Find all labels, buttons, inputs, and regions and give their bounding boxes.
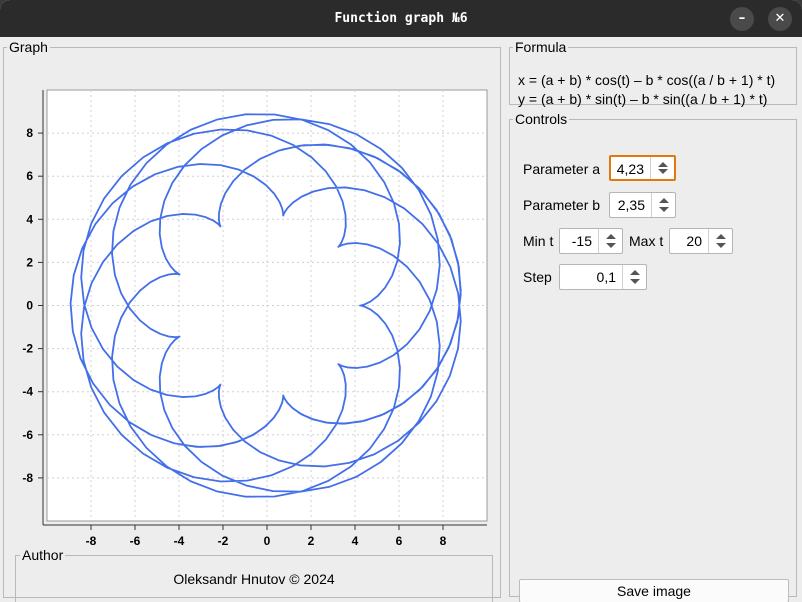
- content-area: Graph -8 -6 -4 -2 0 2 4 6 8 8 6 4 2 0 -2 -4 -6 -8 Author …: [0, 37, 802, 602]
- step-spinner[interactable]: 0,1: [559, 264, 647, 290]
- author-text: Oleksandr Hnutov © 2024: [173, 571, 335, 587]
- y-tick-label: 2: [26, 255, 33, 269]
- title-bar[interactable]: Function graph №6 – ✕: [0, 0, 802, 37]
- close-icon: ✕: [774, 11, 786, 26]
- param-b-spinner[interactable]: 2,35: [609, 192, 676, 218]
- min-t-stepper[interactable]: [598, 229, 622, 253]
- param-a-label: Parameter a: [523, 161, 601, 177]
- x-tick-label: -2: [218, 534, 229, 548]
- x-tick-label: 0: [264, 534, 271, 548]
- max-t-value[interactable]: 20: [686, 233, 702, 249]
- y-tick-label: -4: [22, 385, 33, 399]
- y-tick-label: 8: [26, 126, 33, 140]
- window-title: Function graph №6: [334, 11, 468, 26]
- formula-legend: Formula: [515, 39, 567, 55]
- param-b-value[interactable]: 2,35: [617, 197, 645, 213]
- formula-x: x = (a + b) * cos(t) – b * cos((a / b + …: [518, 72, 776, 88]
- step-value[interactable]: 0,1: [596, 269, 616, 285]
- formula-panel: Formula x = (a + b) * cos(t) – b * cos((…: [509, 39, 797, 107]
- x-tick-label: 8: [440, 534, 447, 548]
- param-b-stepper[interactable]: [651, 193, 675, 217]
- max-t-spinner[interactable]: 20: [669, 228, 733, 254]
- x-tick-label: 2: [308, 534, 315, 548]
- curve-series: [69, 113, 462, 498]
- author-panel: Author Oleksandr Hnutov © 2024: [15, 547, 493, 602]
- close-button[interactable]: ✕: [768, 7, 792, 31]
- controls-legend: Controls: [515, 111, 568, 127]
- x-tick-label: -6: [130, 534, 141, 548]
- param-a-stepper[interactable]: [650, 157, 674, 179]
- chevron-down-icon[interactable]: [630, 279, 640, 284]
- author-legend: Author: [20, 547, 66, 563]
- y-tick-label: -8: [22, 471, 33, 485]
- chevron-up-icon[interactable]: [630, 270, 640, 275]
- max-t-label: Max t: [629, 233, 664, 249]
- chevron-down-icon[interactable]: [606, 243, 616, 248]
- chevron-up-icon[interactable]: [716, 234, 726, 239]
- x-tick-label: 4: [352, 534, 359, 548]
- param-b-label: Parameter b: [523, 197, 601, 213]
- chevron-down-icon[interactable]: [659, 207, 669, 212]
- save-image-button[interactable]: Save image: [519, 579, 789, 602]
- minimize-icon: –: [738, 11, 746, 26]
- step-stepper[interactable]: [622, 265, 646, 289]
- y-tick-label: -2: [22, 342, 33, 356]
- y-tick-label: 6: [26, 169, 33, 183]
- graph-panel: Graph -8 -6 -4 -2 0 2 4 6 8 8 6 4 2 0 -2 -4 -6 -8 Author …: [3, 39, 501, 602]
- y-tick-label: 4: [26, 212, 33, 226]
- max-t-stepper[interactable]: [708, 229, 732, 253]
- x-tick-label: 6: [396, 534, 403, 548]
- x-tick-label: -8: [86, 534, 97, 548]
- graph-legend: Graph: [9, 39, 48, 55]
- chevron-up-icon[interactable]: [658, 162, 668, 167]
- min-t-value[interactable]: -15: [571, 233, 592, 249]
- formula-y: y = (a + b) * sin(t) – b * sin((a / b + …: [518, 91, 768, 107]
- step-label: Step: [523, 269, 552, 285]
- chevron-down-icon[interactable]: [658, 169, 668, 174]
- min-t-spinner[interactable]: -15: [559, 228, 623, 254]
- x-tick-label: -4: [174, 534, 185, 548]
- param-a-spinner[interactable]: 4,23: [609, 155, 676, 181]
- minimize-button[interactable]: –: [730, 7, 754, 31]
- min-t-label: Min t: [523, 233, 554, 249]
- chevron-down-icon[interactable]: [716, 243, 726, 248]
- chevron-up-icon[interactable]: [659, 198, 669, 203]
- y-tick-label: -6: [22, 428, 33, 442]
- function-plot: -8 -6 -4 -2 0 2 4 6 8 8 6 4 2 0 -2 -4 -6 -8: [22, 89, 488, 548]
- controls-panel: Controls Parameter a 4,23 Parameter b 2,…: [509, 111, 797, 602]
- y-tick-label: 0: [26, 299, 33, 313]
- param-a-value[interactable]: 4,23: [616, 161, 644, 177]
- chevron-up-icon[interactable]: [606, 234, 616, 239]
